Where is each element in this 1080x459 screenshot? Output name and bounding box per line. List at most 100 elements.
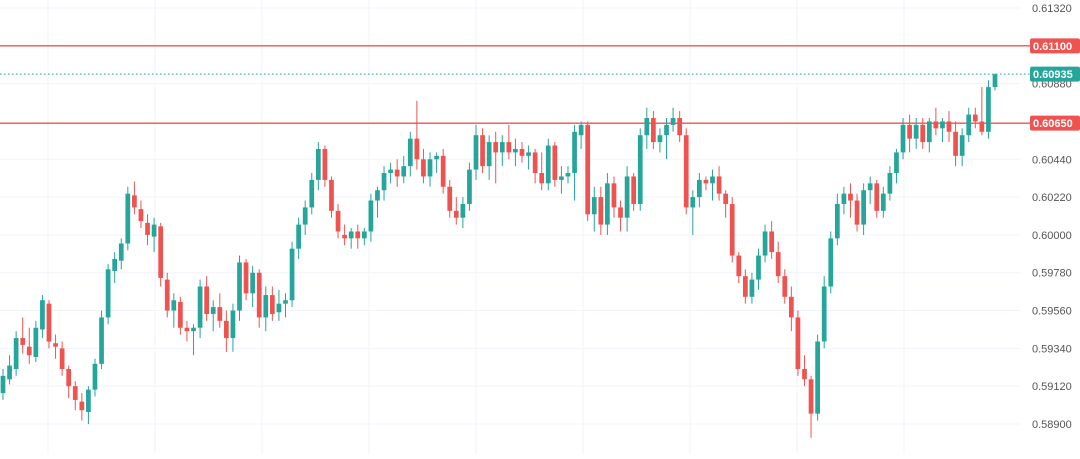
candle-body [697,179,702,198]
candle-body [756,255,761,280]
candle-body [473,135,479,170]
candle-body [480,135,485,167]
candle-body [749,279,755,297]
candle-body [191,327,196,332]
candle-body [861,190,866,225]
candle-body [256,272,262,318]
candle-body [913,124,919,139]
candle-body [519,148,525,156]
level-labels: 0.61100 0.60935 0.60650 [1030,38,1080,131]
candle-body [53,343,58,347]
candle-body [664,124,669,136]
candle-body [992,74,998,88]
candle-body [526,152,531,156]
candle-body [394,169,400,177]
candle-body [979,121,985,132]
candle-body [940,121,945,129]
candle-body [132,195,137,208]
candle-body [467,169,472,204]
candle-body [769,231,775,253]
candle-body [348,231,354,239]
candle-body [302,207,308,225]
candle-body [572,131,577,174]
candle-body [565,173,571,177]
candle-body [453,210,459,218]
candle-body [618,207,623,218]
candle-body [427,159,433,177]
level-label-bg [1030,115,1080,131]
level-label-bg [1030,38,1080,54]
candle-body [907,124,912,139]
candle-body [828,238,834,287]
candle-body [677,118,683,136]
candle-body [440,155,446,187]
candle-body [867,183,873,191]
candle-body [342,234,347,239]
candle-body [736,255,742,277]
candle-body [460,203,466,218]
candle-body [834,203,840,239]
y-tick-label: 0.59340 [1032,343,1072,355]
candle-body [204,286,210,314]
candle-body [959,135,965,156]
candle-body [86,389,91,412]
candle-body [335,210,341,232]
candle-body [26,346,32,356]
y-tick-label: 0.59780 [1032,268,1072,280]
candle-body [585,124,591,215]
candle-body [151,224,157,237]
candle-body [250,272,256,294]
candle-body [407,138,413,167]
candle-body [880,193,886,211]
candle-body [637,135,643,204]
candle-body [276,303,282,313]
candle-body [315,148,321,180]
candle-body [421,159,426,177]
candle-body [933,121,939,129]
candle-body [0,375,6,394]
candle-body [486,142,492,167]
candle-body [598,197,604,225]
level-label: 0.60650 [1033,118,1073,130]
candle-body [296,224,301,249]
candle-body [815,341,820,414]
candle-body [788,296,794,318]
candle-body [171,300,177,311]
candle-body [841,193,847,204]
candles [0,73,998,438]
candle-body [683,135,689,208]
candle-body [13,338,19,369]
candle-body [506,142,512,153]
candle-body [624,176,630,218]
candle-body [532,152,538,174]
candle-body [7,365,12,380]
candle-body [401,166,407,177]
candle-body [269,295,275,314]
candle-body [164,279,170,311]
candle-body [388,169,393,174]
candle-body [920,124,926,143]
candle-body [559,176,564,180]
candle-body [926,121,932,143]
candle-body [158,226,164,278]
candle-body [848,193,853,201]
candle-body [644,118,650,136]
candle-body [591,197,597,215]
candle-body [381,173,387,191]
candle-body [854,200,860,225]
candle-body [283,300,288,304]
candle-body [953,131,958,156]
candle-body [217,307,223,321]
candle-body [138,209,144,222]
candle-body [243,262,249,294]
candle-body [782,276,788,297]
candle-body [539,173,545,184]
level-label: 0.60935 [1033,69,1073,81]
horizontal-levels [0,45,1030,124]
candle-body [263,295,269,318]
candle-body [894,152,899,174]
candle-body [493,142,499,153]
candle-body [184,327,190,332]
